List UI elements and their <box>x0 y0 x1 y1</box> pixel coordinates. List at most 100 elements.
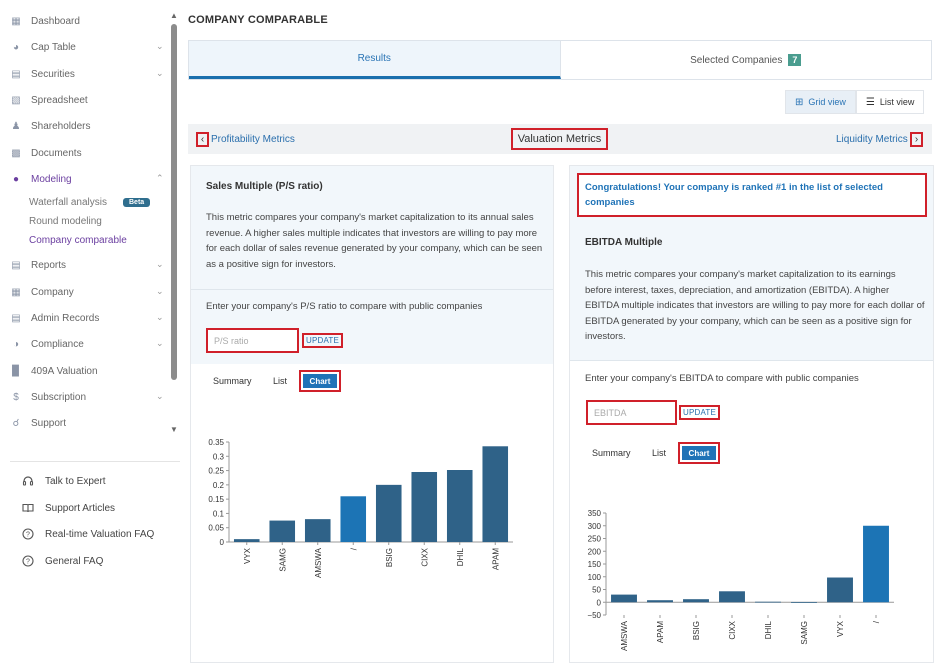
ebitda-input-wrapper <box>586 400 677 425</box>
subtab-chart[interactable]: Chart <box>299 370 341 392</box>
x-tick-label: SAMG <box>800 621 809 645</box>
ps-ratio-card: Sales Multiple (P/S ratio) This metric c… <box>190 165 554 663</box>
sidebar-item-company[interactable]: ▦ Company ⌄ <box>10 282 170 302</box>
y-tick-label: 0.35 <box>208 438 224 447</box>
y-tick-label: 0.3 <box>213 452 225 461</box>
y-tick-label: 50 <box>592 586 601 595</box>
help-item-talk-to-expert[interactable]: Talk to Expert <box>22 472 106 490</box>
sidebar-subitem-waterfall-analysis[interactable]: Waterfall analysis Beta <box>29 194 151 210</box>
input-prompt: Enter your company's EBITDA to compare w… <box>585 373 859 384</box>
sidebar-item-reports[interactable]: ▤ Reports ⌄ <box>10 255 170 275</box>
subtab-chart[interactable]: Chart <box>678 442 720 464</box>
help-item-general-faq[interactable]: ? General FAQ <box>22 552 103 570</box>
sidebar-item-shareholders[interactable]: ♟ Shareholders <box>10 116 170 136</box>
chart-bar-amswa[interactable] <box>611 594 637 603</box>
sidebar-item-label: Subscription <box>31 391 87 403</box>
x-tick-label: DHIL <box>456 547 465 566</box>
subtab-list[interactable]: List <box>652 448 667 458</box>
view-toggle: ⊞ Grid view ☰ List view <box>785 90 925 114</box>
card-description: This metric compares your company's mark… <box>206 212 543 270</box>
ebitda-card: Congratulations! Your company is ranked … <box>569 165 934 663</box>
person-icon: ♟ <box>11 120 21 132</box>
page-title: COMPANY COMPARABLE <box>188 14 328 26</box>
tab-selected-companies[interactable]: Selected Companies 7 <box>561 41 932 79</box>
chart-bar-cixx[interactable] <box>411 472 438 542</box>
sidebar-item-securities[interactable]: ▤ Securities ⌄ <box>10 64 170 84</box>
chart-bar-apam[interactable] <box>647 600 673 603</box>
x-tick-label: APAM <box>491 548 500 570</box>
sidebar-item-409a-valuation[interactable]: ▉ 409A Valuation <box>10 361 170 381</box>
document-icon: ▤ <box>11 68 21 80</box>
next-metric-link[interactable]: Liquidity Metrics <box>836 133 908 145</box>
y-tick-label: 0 <box>597 598 602 607</box>
chart-bar-dhil[interactable] <box>755 601 781 603</box>
y-tick-label: 0.15 <box>208 495 224 504</box>
chart-bar-amswa[interactable] <box>304 519 331 542</box>
help-item-support-articles[interactable]: Support Articles <box>22 499 115 517</box>
tab-results[interactable]: Results <box>189 41 561 79</box>
scroll-down-icon[interactable]: ▼ <box>170 425 178 434</box>
chevron-left-icon[interactable]: ‹ <box>196 132 209 147</box>
help-item-label: Talk to Expert <box>45 475 106 487</box>
sidebar-item-dashboard[interactable]: ▦ Dashboard <box>10 11 170 31</box>
current-metric-title: Valuation Metrics <box>511 128 608 150</box>
update-button[interactable]: UPDATE <box>679 405 721 420</box>
folder-icon: ▩ <box>11 147 21 159</box>
sidebar-subitem-round-modeling[interactable]: Round modeling <box>29 213 102 229</box>
y-tick-label: 100 <box>588 573 602 582</box>
chart-bar-samg[interactable] <box>791 601 817 603</box>
sidebar-item-label: Company <box>31 286 74 298</box>
chart-bar-bsig[interactable] <box>683 599 709 603</box>
subtab-summary[interactable]: Summary <box>592 448 631 458</box>
sidebar-item-cap-table[interactable]: ◕ Cap Table ⌄ <box>10 37 170 57</box>
y-tick-label: 250 <box>588 535 602 544</box>
prev-metric-link[interactable]: Profitability Metrics <box>211 133 295 145</box>
beta-badge: Beta <box>123 197 151 207</box>
help-item-label: Support Articles <box>45 502 116 514</box>
results-tabs: Results Selected Companies 7 <box>188 40 932 80</box>
scroll-thumb[interactable] <box>171 24 177 380</box>
sidebar-item-modeling[interactable]: ● Modeling ⌃ <box>10 169 170 189</box>
help-item-valuation-faq[interactable]: ? Real-time Valuation FAQ <box>22 525 154 543</box>
chart-bar-bsig[interactable] <box>375 484 402 542</box>
ebitda-input[interactable] <box>594 407 675 418</box>
scroll-up-icon[interactable]: ▲ <box>170 11 178 20</box>
sidebar-item-label: Cap Table <box>31 41 76 53</box>
chart-bar-vyx[interactable] <box>827 577 853 603</box>
sidebar-item-admin-records[interactable]: ▤ Admin Records ⌄ <box>10 308 170 328</box>
chart-bar-dhil[interactable] <box>446 470 473 542</box>
y-tick-label: 0.25 <box>208 467 224 476</box>
subtab-list[interactable]: List <box>273 376 288 386</box>
chevron-down-icon: ⌄ <box>156 41 164 51</box>
card-title: EBITDA Multiple <box>585 237 663 248</box>
chart-bar-apam[interactable] <box>482 446 509 542</box>
sidebar-item-compliance[interactable]: ◑ Compliance ⌄ <box>10 334 170 354</box>
chart-bar-cixx[interactable] <box>719 591 745 603</box>
subtab-summary[interactable]: Summary <box>213 376 252 386</box>
list-view-button[interactable]: ☰ List view <box>855 90 925 114</box>
y-tick-label: 0.05 <box>208 524 224 533</box>
bulb-icon: ● <box>12 173 20 185</box>
list-icon: ☰ <box>865 96 875 108</box>
chart-bar-your-company[interactable] <box>863 525 889 603</box>
records-icon: ▤ <box>11 312 21 324</box>
chevron-right-icon[interactable]: › <box>910 132 923 147</box>
sidebar-subitem-company-comparable[interactable]: Company comparable <box>29 232 127 248</box>
ps-ratio-input[interactable] <box>214 335 297 346</box>
chart-bar-your-company[interactable] <box>340 496 367 542</box>
sidebar-item-subscription[interactable]: $ Subscription ⌄ <box>10 387 170 407</box>
x-tick-label: SAMG <box>278 548 287 572</box>
chart-bar-vyx[interactable] <box>233 539 260 542</box>
grid-view-button[interactable]: ⊞ Grid view <box>785 90 856 114</box>
dollar-icon: $ <box>13 391 19 403</box>
sidebar-scrollbar[interactable]: ▲ ▼ <box>170 12 178 434</box>
update-button[interactable]: UPDATE <box>302 333 344 348</box>
x-tick-label: DHIL <box>764 620 773 639</box>
x-tick-label: BSIG <box>692 621 701 640</box>
sidebar-item-spreadsheet[interactable]: ▧ Spreadsheet <box>10 90 170 110</box>
sidebar-item-label: Shareholders <box>31 120 91 132</box>
sidebar-item-documents[interactable]: ▩ Documents <box>10 143 170 163</box>
support-icon: ☌ <box>12 417 20 429</box>
sidebar-item-support[interactable]: ☌ Support <box>10 413 170 433</box>
chart-bar-samg[interactable] <box>269 520 296 542</box>
